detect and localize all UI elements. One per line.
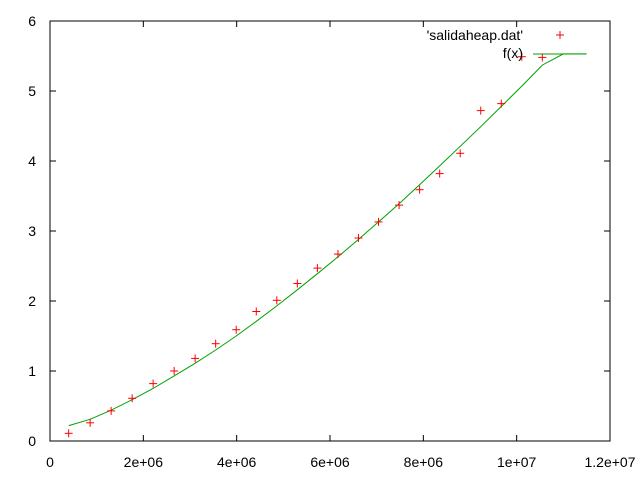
y-tick-label: 2 [28, 293, 36, 309]
data-point [415, 185, 424, 194]
data-point [252, 307, 261, 316]
y-tick-label: 4 [28, 153, 36, 169]
plot-frame [49, 20, 611, 442]
data-point [211, 339, 220, 348]
data-point [232, 325, 241, 334]
data-point [86, 418, 95, 427]
legend-label-data: 'salidaheap.dat' [427, 27, 523, 43]
data-point [333, 250, 342, 259]
data-point [128, 394, 137, 403]
data-point [456, 149, 465, 158]
x-tick-label: 6e+06 [310, 454, 350, 470]
y-tick-label: 3 [28, 223, 36, 239]
data-point [64, 429, 73, 438]
data-point [395, 201, 404, 210]
legend-marker-data [556, 31, 564, 39]
legend-label-fit: f(x) [503, 45, 523, 61]
data-point [538, 53, 547, 62]
x-tick-label: 2e+06 [124, 454, 164, 470]
points-layer [64, 52, 547, 438]
data-point [191, 354, 200, 363]
data-point [497, 99, 506, 108]
axes: 0 2e+06 4e+06 6e+06 8e+06 1e+07 1.2e+07 0 1 2 3 4 5 6 [28, 13, 636, 470]
fit-line-layer [68, 53, 587, 427]
x-tick-label: 8e+06 [404, 454, 444, 470]
fit-line [68, 53, 587, 427]
data-point [293, 279, 302, 288]
x-tick-label: 1e+07 [497, 454, 537, 470]
data-point [476, 106, 485, 115]
data-point [107, 406, 116, 415]
legend: 'salidaheap.dat' f(x) [427, 27, 586, 61]
y-tick-label: 1 [28, 363, 36, 379]
x-tick-label: 4e+06 [217, 454, 257, 470]
data-point [170, 367, 179, 375]
data-point [435, 169, 444, 178]
data-point [149, 379, 158, 388]
x-tick-label: 0 [46, 454, 54, 470]
data-point [374, 217, 383, 226]
data-point [313, 264, 322, 273]
x-tick-label: 1.2e+07 [585, 454, 636, 470]
y-tick-label: 6 [28, 13, 36, 29]
data-point [517, 52, 526, 61]
y-tick-label: 5 [28, 83, 36, 99]
y-tick-label: 0 [28, 433, 36, 449]
data-point [354, 234, 363, 242]
data-point [272, 296, 281, 305]
